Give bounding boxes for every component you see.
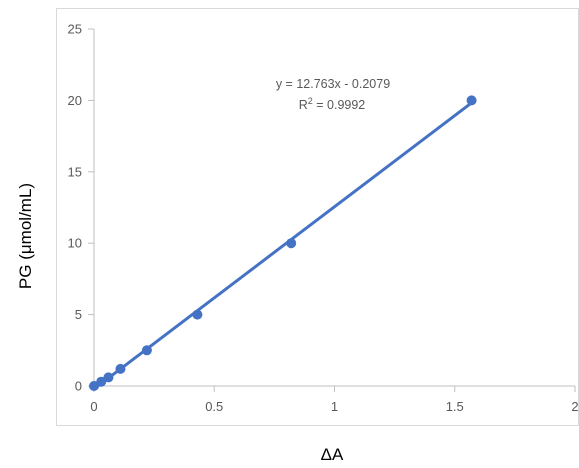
y-tick-label-5: 25 [68, 22, 82, 37]
chart-area-border [56, 8, 579, 426]
r-squared-label: R2 = 0.9992 [299, 96, 366, 112]
r-squared-value: = 0.9992 [313, 98, 366, 112]
y-tick-label-4: 20 [68, 93, 82, 108]
data-point-0-1 [96, 376, 107, 387]
data-point-0-2 [103, 372, 114, 383]
x-tick-label-1: 0.5 [205, 399, 223, 414]
data-point-0-0 [89, 381, 99, 391]
y-tick-label-1: 5 [75, 307, 82, 322]
data-point-0-4 [141, 345, 152, 356]
x-tick-label-3: 1.5 [446, 399, 464, 414]
x-axis-ticks: 0 0.5 1 1.5 2 [90, 386, 579, 414]
r-squared-prefix: R [299, 98, 308, 112]
trendline [92, 101, 474, 391]
x-tick-label-0: 0 [90, 399, 97, 414]
data-point-0-6 [286, 238, 297, 249]
x-tick-label-2: 1 [331, 399, 338, 414]
y-tick-label-0: 0 [75, 379, 82, 394]
y-axis-title: PG (μmol/mL) [16, 183, 35, 289]
x-axis-title: ΔA [321, 445, 344, 464]
y-tick-label-2: 10 [68, 236, 82, 251]
data-point-0-5 [192, 309, 203, 320]
data-point-0-3 [115, 363, 126, 374]
y-tick-label-3: 15 [68, 164, 82, 179]
data-points-layer [89, 95, 477, 391]
x-tick-label-4: 2 [571, 399, 578, 414]
y-axis-ticks: 0 5 10 15 20 25 [68, 22, 94, 394]
trendline-equation: y = 12.763x - 0.2079 [276, 77, 390, 91]
data-point-0-7 [466, 95, 477, 106]
trendline-layer [92, 101, 474, 391]
r-squared-superscript: 2 [308, 96, 313, 106]
